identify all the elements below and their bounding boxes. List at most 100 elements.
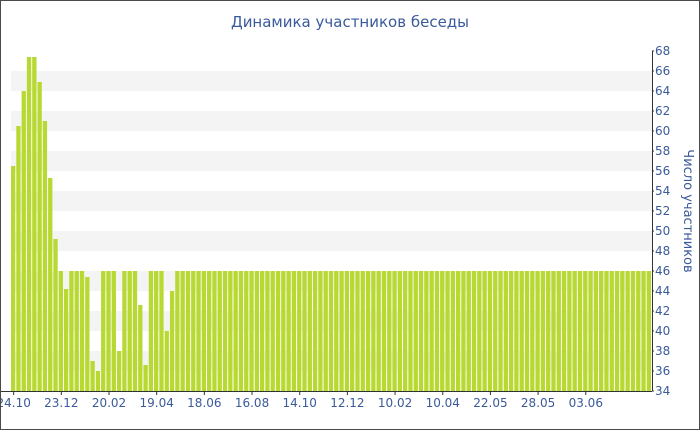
bar [217, 271, 222, 391]
bar [487, 271, 493, 391]
bar [408, 271, 413, 391]
bar [212, 271, 217, 391]
bar [180, 271, 185, 391]
bar [116, 351, 122, 391]
x-tick-label: 12.12 [330, 396, 364, 410]
bar [95, 371, 101, 391]
x-tick-label: 10.02 [378, 396, 412, 410]
bar [630, 271, 636, 391]
bar [238, 271, 244, 391]
bar [641, 271, 646, 391]
y-tick-label: 68 [655, 44, 670, 58]
bar [323, 271, 328, 391]
bar [275, 271, 281, 391]
y-tick-label: 54 [655, 184, 670, 198]
bar [63, 289, 69, 391]
grid-band [11, 151, 652, 171]
bar [466, 271, 471, 391]
bar [371, 271, 376, 391]
bar [429, 271, 434, 391]
bar [270, 271, 275, 391]
x-tick-label: 24.10 [1, 396, 31, 410]
bar [625, 271, 630, 391]
y-tick-label: 60 [655, 124, 670, 138]
y-tick-label: 58 [655, 144, 670, 158]
bar [106, 271, 111, 391]
bar [334, 271, 339, 391]
bar [477, 271, 482, 391]
y-tick-label: 52 [655, 204, 670, 218]
bar [159, 271, 164, 391]
bar [111, 271, 116, 391]
x-tick-label: 19.04 [140, 396, 174, 410]
bar [646, 271, 651, 391]
bar [503, 271, 508, 391]
bar [583, 271, 588, 391]
bar [185, 271, 191, 391]
bar [58, 271, 63, 391]
bar [244, 271, 249, 391]
bar [286, 271, 291, 391]
bar [291, 271, 297, 391]
bar [397, 271, 403, 391]
x-tick-label: 14.10 [283, 396, 317, 410]
bar [122, 271, 127, 391]
bar [376, 271, 381, 391]
bar [302, 271, 307, 391]
bar [37, 82, 42, 391]
bar [413, 271, 418, 391]
bar [127, 271, 132, 391]
bar [471, 271, 477, 391]
y-tick-label: 48 [655, 244, 670, 258]
bar [297, 271, 302, 391]
bar [254, 271, 259, 391]
bar [143, 365, 148, 391]
y-tick-label: 40 [655, 324, 670, 338]
y-tick-label: 46 [655, 264, 670, 278]
bar [138, 305, 143, 391]
grid-band [11, 71, 652, 91]
bar [604, 271, 609, 391]
bar [69, 271, 74, 391]
bar [175, 271, 180, 391]
bar [387, 271, 392, 391]
bar [259, 271, 265, 391]
bar [350, 271, 355, 391]
bar [524, 271, 530, 391]
bar [392, 271, 397, 391]
y-axis-label: Число участников [680, 149, 695, 272]
bar [588, 271, 593, 391]
bar [228, 271, 233, 391]
bar [344, 271, 350, 391]
x-tick-label: 20.02 [92, 396, 126, 410]
bar [498, 271, 503, 391]
bar [381, 271, 387, 391]
x-tick-label: 16.08 [235, 396, 269, 410]
bar [339, 271, 344, 391]
bar [620, 271, 625, 391]
bar [355, 271, 360, 391]
bar [281, 271, 286, 391]
bar [530, 271, 535, 391]
bar [567, 271, 572, 391]
bar [74, 271, 79, 391]
bar [32, 57, 37, 391]
x-tick-label: 22.05 [473, 396, 507, 410]
bar [196, 271, 201, 391]
bar [609, 271, 614, 391]
bar [90, 361, 95, 391]
bar [307, 271, 312, 391]
bar [16, 126, 21, 391]
x-tick-label: 03.06 [569, 396, 603, 410]
y-tick-label: 44 [655, 284, 670, 298]
bar [424, 271, 429, 391]
bar [53, 239, 58, 391]
bar [461, 271, 466, 391]
y-tick-label: 66 [655, 64, 670, 78]
bar [403, 271, 408, 391]
bar [328, 271, 334, 391]
bar [21, 91, 26, 391]
bar [191, 271, 196, 391]
